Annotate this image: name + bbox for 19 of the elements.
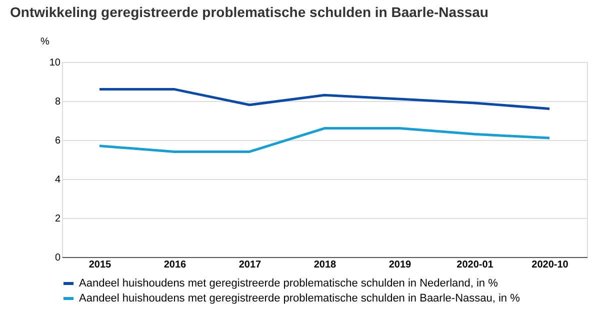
- y-axis-title: %: [40, 36, 50, 48]
- x-tick-label: 2020-01: [456, 260, 494, 270]
- x-tick-label: 2015: [88, 260, 112, 270]
- y-tick-label: 4: [54, 174, 61, 186]
- x-tick-label: 2017: [238, 260, 262, 270]
- line-series: [98, 88, 551, 110]
- legend-label: Aandeel huishoudens met geregistreerde problematische schulden in Baarle-Nassau, in %: [79, 292, 520, 304]
- y-tick-label: 0: [54, 252, 61, 264]
- x-tick-label: 2019: [388, 260, 412, 270]
- x-tick-label: 2018: [314, 260, 337, 270]
- legend-label: Aandeel huishoudens met geregistreerde problematische schulden in Nederland, in %: [79, 278, 498, 290]
- x-tick-label: 2020-10: [532, 260, 569, 270]
- y-tick-label: 10: [49, 58, 61, 68]
- y-tick-label: 6: [54, 136, 61, 146]
- line-series: [98, 127, 551, 153]
- chart-title: Ontwikkeling geregistreerde problematische schulden in Baarle-Nassau: [10, 4, 488, 20]
- y-tick-label: 8: [54, 96, 61, 108]
- x-tick-label: 2016: [164, 260, 187, 270]
- y-tick-label: 2: [54, 214, 61, 224]
